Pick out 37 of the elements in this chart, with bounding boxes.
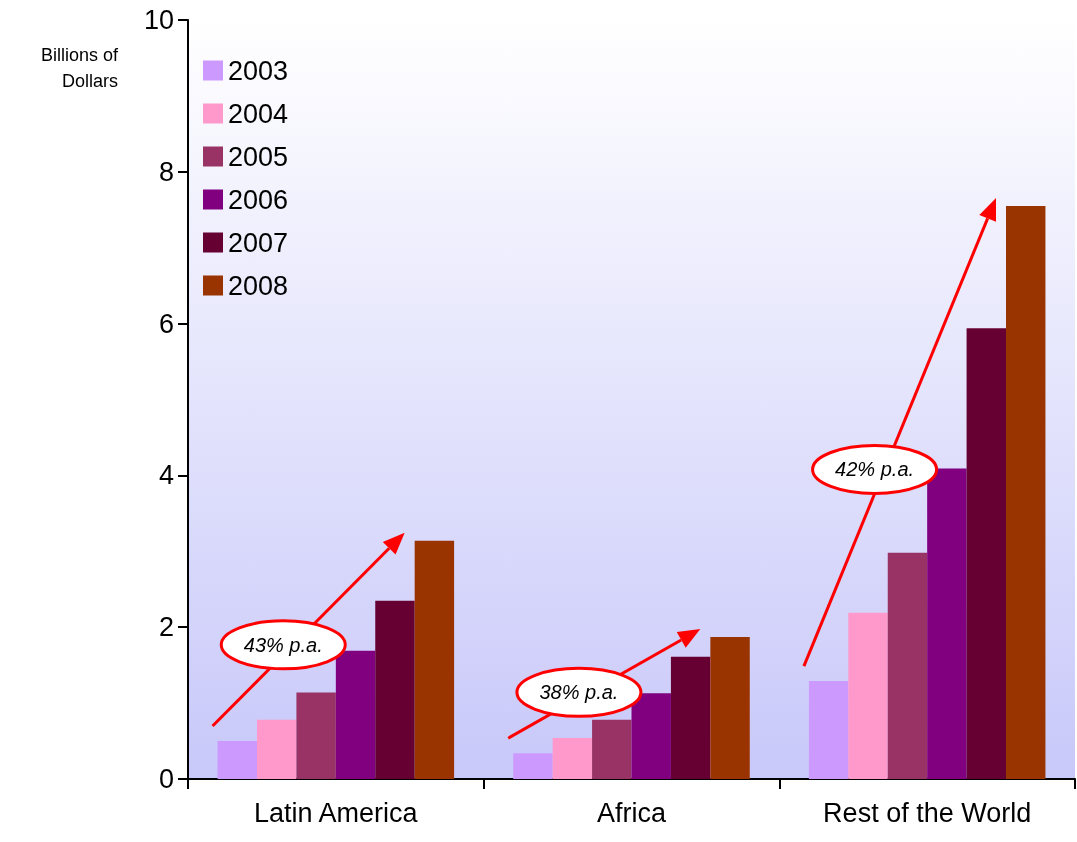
bar	[966, 328, 1007, 779]
legend-label: 2003	[228, 55, 289, 86]
bar	[710, 637, 750, 779]
legend-label: 2008	[228, 270, 289, 301]
legend-label: 2006	[228, 184, 289, 215]
bar	[414, 540, 455, 779]
y-tick-label: 8	[158, 156, 174, 187]
bar	[217, 741, 257, 779]
annotation: 42% p.a.	[835, 458, 915, 481]
legend-label: 2007	[228, 227, 289, 258]
y-tick-label: 0	[158, 764, 174, 794]
bar	[513, 753, 553, 779]
bar	[848, 612, 888, 779]
bar	[375, 600, 415, 779]
bar	[927, 468, 967, 779]
bar	[808, 681, 849, 779]
annotation: 38% p.a.	[539, 681, 619, 704]
y-tick-label: 10	[143, 5, 174, 35]
annotation: 43% p.a.	[243, 633, 323, 656]
bar	[335, 650, 376, 779]
bar	[552, 738, 593, 779]
bar	[592, 719, 632, 779]
x-tick-label: Latin America	[254, 797, 419, 828]
bar	[631, 693, 671, 779]
y-tick-label: 6	[158, 308, 174, 339]
bar	[256, 719, 297, 779]
y-tick-label: 4	[158, 460, 174, 491]
y-tick-label: 2	[158, 612, 174, 643]
y-axis-title: Billions of Dollars	[40, 44, 118, 93]
bar	[1006, 205, 1046, 779]
x-tick-label: Rest of the World	[823, 797, 1032, 828]
x-tick-label: Africa	[596, 797, 667, 828]
legend-label: 2005	[228, 141, 289, 172]
legend-label: 2004	[228, 98, 289, 129]
bar	[887, 552, 928, 779]
bar	[296, 692, 336, 779]
bar	[670, 656, 711, 779]
